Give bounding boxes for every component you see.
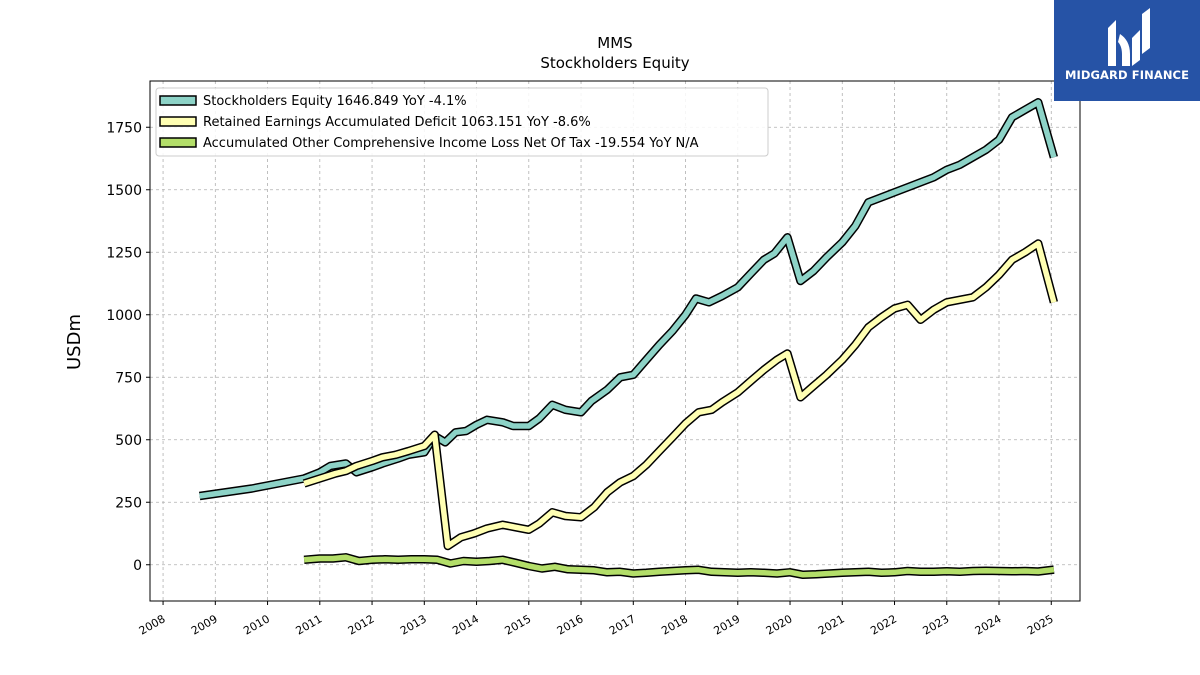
- x-tick-label: 2008: [137, 612, 168, 637]
- x-axis-ticks: 2008 2009 2010 2011 2012 2013 2014 2015 2016 2017…: [137, 601, 1056, 638]
- series-1: [302, 239, 1059, 551]
- x-tick-label: 2021: [816, 612, 847, 637]
- x-tick-label: 2024: [973, 612, 1004, 637]
- x-tick-label: 2018: [659, 612, 690, 637]
- y-tick-label: 1000: [106, 308, 142, 324]
- legend-entry: Retained Earnings Accumulated Deficit 10…: [203, 115, 591, 130]
- y-tick-label: 500: [115, 433, 142, 449]
- x-tick-label: 2011: [294, 612, 325, 637]
- series-line-outline: [198, 98, 1058, 501]
- plot-frame: [149, 80, 1081, 602]
- x-tick-label: 2020: [764, 612, 795, 637]
- x-tick-label: 2010: [241, 612, 272, 637]
- x-tick-label: 2022: [868, 612, 899, 637]
- legend-entry: Accumulated Other Comprehensive Income L…: [203, 136, 699, 151]
- legend-swatch: [159, 116, 197, 127]
- y-tick-label: 0: [133, 558, 142, 574]
- x-tick-label: 2019: [712, 612, 743, 637]
- series-0: [198, 98, 1058, 501]
- y-tick-label: 1750: [106, 120, 142, 136]
- x-tick-label: 2023: [921, 612, 952, 637]
- midgard-finance-logo: MIDGARD FINANCE: [1054, 0, 1200, 101]
- legend-swatch: [159, 95, 197, 106]
- chart-subtitle: Stockholders Equity: [540, 54, 689, 72]
- midgard-finance-logo-icon: [1108, 8, 1150, 66]
- logo-text: MIDGARD FINANCE: [1064, 68, 1190, 82]
- legend-entry: Stockholders Equity 1646.849 YoY -4.1%: [203, 94, 467, 109]
- y-axis-ticks: 0 250 500 750 1000 1250 1500 1750: [106, 120, 150, 574]
- series-2: [303, 553, 1055, 580]
- y-tick-label: 1250: [106, 245, 142, 261]
- grid-lines: [150, 81, 1080, 601]
- legend: Stockholders Equity 1646.849 YoY -4.1% Re…: [155, 87, 769, 157]
- x-tick-label: 2014: [450, 612, 481, 637]
- x-tick-label: 2025: [1025, 612, 1056, 637]
- x-tick-label: 2016: [555, 612, 586, 637]
- x-tick-label: 2012: [346, 612, 377, 637]
- x-tick-label: 2013: [398, 612, 429, 637]
- series-line: [199, 99, 1057, 499]
- y-tick-label: 250: [115, 495, 142, 511]
- chart-title: MMS: [597, 34, 632, 52]
- x-tick-label: 2017: [607, 612, 638, 637]
- x-tick-label: 2009: [189, 612, 220, 637]
- y-axis-label: USDm: [64, 314, 85, 370]
- series-lines: [198, 98, 1059, 580]
- legend-box: [155, 87, 769, 157]
- series-line: [303, 240, 1057, 549]
- legend-swatch: [159, 137, 197, 148]
- y-tick-label: 750: [115, 370, 142, 386]
- series-line: [303, 554, 1055, 578]
- series-line-outline: [302, 239, 1059, 551]
- y-tick-label: 1500: [106, 183, 142, 199]
- x-tick-label: 2015: [503, 612, 534, 637]
